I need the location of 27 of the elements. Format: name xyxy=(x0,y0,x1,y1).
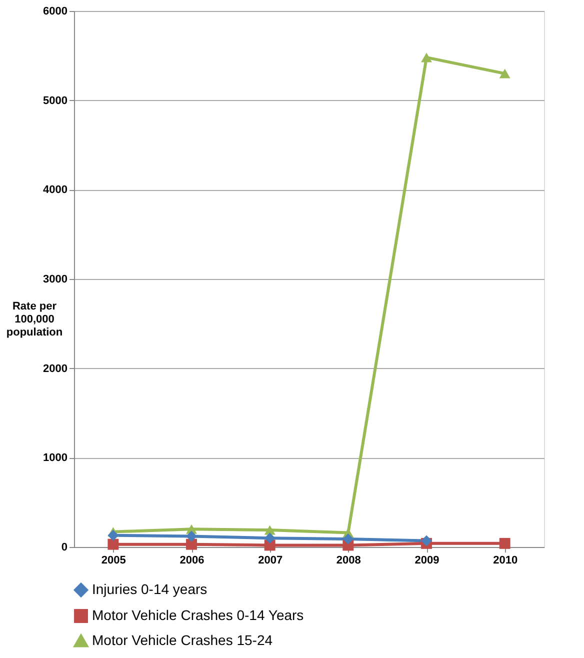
point xyxy=(342,533,354,544)
point xyxy=(108,530,119,541)
point xyxy=(421,535,432,546)
legend-label: Motor Vehicle Crashes 0-14 Years xyxy=(92,607,304,623)
x-tick-label: 2005 xyxy=(101,554,126,566)
y-tick-label: 6000 xyxy=(43,6,68,18)
y-axis-title: Rate per 100,000 population xyxy=(6,300,63,338)
x-tick-label: 2008 xyxy=(336,554,361,566)
y-tick-label: 5000 xyxy=(43,94,68,107)
legend-label: Motor Vehicle Crashes 15-24 xyxy=(92,632,273,648)
x-tick-label: 2007 xyxy=(258,554,283,566)
point xyxy=(108,538,119,550)
x-tick-label: 2010 xyxy=(493,554,518,566)
y-tick-label: 2000 xyxy=(43,362,68,375)
y-tick-label: 3000 xyxy=(43,274,68,286)
point xyxy=(186,530,197,542)
legend-label: Injuries 0-14 years xyxy=(92,581,208,597)
point xyxy=(421,52,432,62)
x-tick-label: 2009 xyxy=(414,554,440,566)
y-tick-label: 1000 xyxy=(43,452,68,464)
point xyxy=(264,532,276,544)
y-tick-label: 4000 xyxy=(43,184,68,196)
point xyxy=(499,538,510,549)
point xyxy=(186,538,197,550)
y-tick-label: 0 xyxy=(61,542,68,554)
x-tick-label: 2006 xyxy=(180,554,204,566)
point xyxy=(499,68,510,78)
